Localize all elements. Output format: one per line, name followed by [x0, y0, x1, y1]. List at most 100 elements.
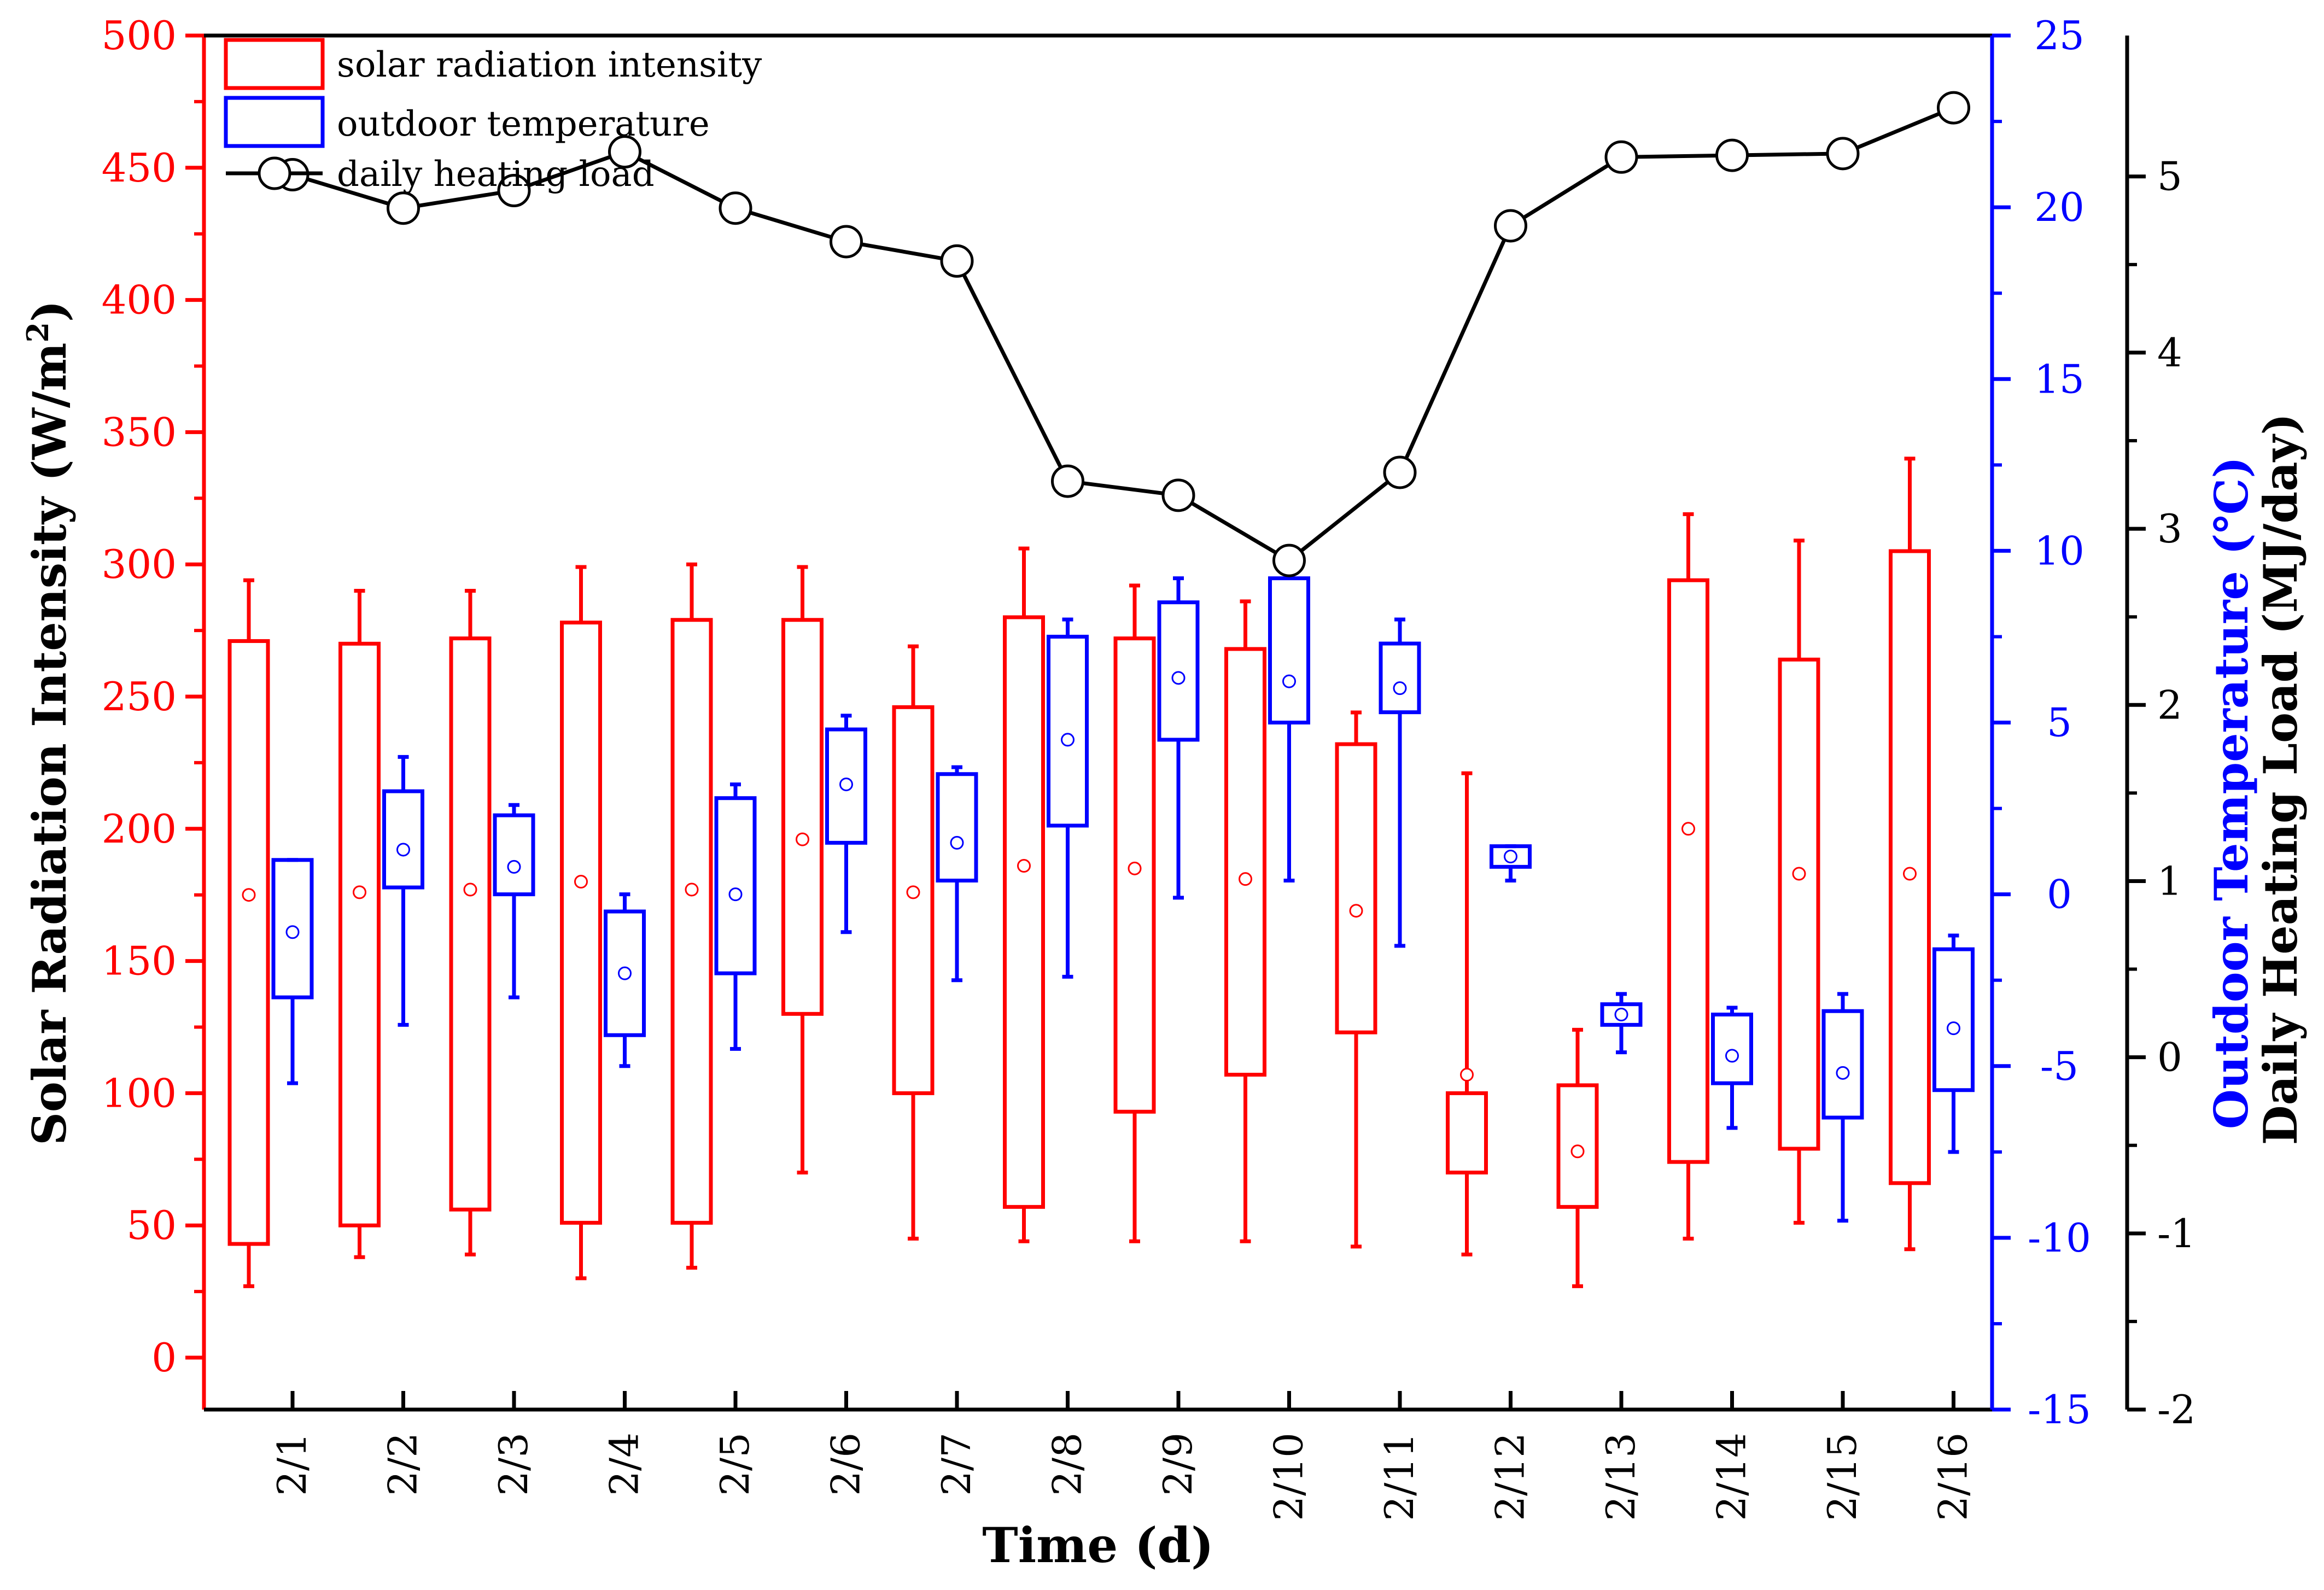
daily-heating-load-point	[497, 174, 531, 208]
temperature-box	[1379, 617, 1421, 948]
load-axis-tick-label: 4	[2157, 330, 2182, 376]
load-axis-ticks: -2 -1 0 1 2 3 4 5	[2127, 154, 2195, 1433]
temperature-iqr-box	[382, 789, 424, 890]
solar-iqr-box	[338, 641, 381, 1227]
solar-iqr-box	[1556, 1083, 1599, 1209]
temperature-iqr-box	[1268, 576, 1310, 724]
left-axis-tick-label: 100	[102, 1070, 177, 1116]
left-axis-tick-label: 350	[102, 409, 177, 455]
solar-mean-marker	[242, 888, 256, 902]
temperature-box	[1490, 844, 1532, 882]
daily-heating-load-point	[608, 135, 641, 169]
temperature-axis-tick-label: 10	[2034, 528, 2084, 574]
temperature-axis-tick-label: -10	[2028, 1215, 2091, 1261]
temperature-axis-ticks: -15 -10 -5 0 5 10 15 20 25	[1992, 13, 2091, 1433]
solar-box	[1556, 1027, 1599, 1288]
daily-heating-load-point	[1494, 209, 1527, 243]
solar-iqr-box	[892, 705, 935, 1095]
temperature-box	[1600, 992, 1643, 1055]
solar-mean-marker	[463, 882, 477, 897]
legend-solar-label: solar radiation intensity	[337, 45, 762, 85]
temperature-mean-marker	[839, 778, 853, 792]
left-axis-tick-label: 500	[102, 13, 177, 59]
solar-iqr-box	[449, 636, 492, 1212]
left-axis-tick-label: 0	[151, 1335, 177, 1381]
temperature-axis-tick-label: 20	[2034, 184, 2084, 230]
temperature-iqr-box	[1600, 1002, 1643, 1027]
temperature-mean-marker	[618, 966, 632, 980]
temperature-box	[382, 755, 424, 1027]
daily-heating-load-point	[387, 191, 420, 225]
solar-iqr-box	[227, 639, 270, 1246]
x-axis-tick-label: 2/3	[491, 1433, 536, 1496]
x-axis-tick-label: 2/4	[602, 1433, 647, 1496]
solar-mean-marker	[1792, 867, 1806, 881]
temperature-mean-marker	[1504, 850, 1517, 864]
temperature-box	[604, 892, 646, 1068]
temperature-box	[1157, 576, 1200, 900]
temperature-mean-marker	[1614, 1008, 1628, 1022]
daily-heating-load-point	[830, 225, 863, 259]
solar-mean-marker	[796, 832, 809, 846]
left-axis-tick-label: 250	[102, 674, 177, 720]
solar-box	[1003, 546, 1045, 1243]
solar-box	[227, 578, 270, 1288]
solar-box	[1446, 771, 1488, 1256]
solar-mean-marker	[1903, 867, 1917, 881]
solar-iqr-box	[1224, 647, 1266, 1077]
temperature-axis-tick-label: 0	[2047, 872, 2072, 917]
x-axis-tick-label: 2/8	[1044, 1433, 1090, 1496]
left-axis-title-close: )	[22, 300, 77, 322]
temperature-box	[936, 765, 978, 983]
temperature-box	[1711, 1006, 1753, 1130]
daily-heating-load-polyline	[291, 106, 1954, 563]
legend-solar-swatch	[224, 38, 325, 90]
legend-temperature-label: outdoor temperature	[337, 104, 710, 144]
temperature-box	[1047, 617, 1089, 979]
temperature-iqr-box	[936, 772, 978, 882]
temperature-mean-marker	[1725, 1049, 1739, 1063]
temperature-mean-marker	[1393, 681, 1407, 695]
solar-box	[670, 562, 713, 1270]
x-axis-tick-label: 2/6	[823, 1433, 869, 1496]
temperature-axis-title: Outdoor Temperature (℃)	[2204, 457, 2258, 1129]
temperature-iqr-box	[1821, 1009, 1864, 1120]
temperature-iqr-box	[714, 796, 757, 975]
x-axis-tick-label: 2/10	[1266, 1433, 1312, 1521]
daily-heating-load-point	[719, 191, 752, 225]
temperature-iqr-box	[493, 813, 535, 897]
solar-box	[1889, 457, 1931, 1252]
load-axis-tick-label: -2	[2157, 1387, 2195, 1433]
solar-mean-marker	[1681, 822, 1695, 836]
temperature-iqr-box	[1047, 634, 1089, 828]
temperature-mean-marker	[950, 835, 964, 850]
left-axis-title-main: Solar Radiation Intensity (W/m	[22, 343, 77, 1145]
temperature-iqr-box	[604, 909, 646, 1037]
temperature-iqr-box	[1490, 844, 1532, 869]
solar-mean-marker	[906, 885, 920, 899]
solar-box	[560, 565, 602, 1281]
left-axis-title: Solar Radiation Intensity (W/m2)	[20, 300, 77, 1145]
solar-box	[1667, 512, 1709, 1241]
temperature-iqr-box	[1932, 947, 1975, 1092]
load-axis-title: Daily Heating Load (MJ/day)	[2253, 413, 2308, 1145]
temperature-axis-tick-label: -5	[2040, 1043, 2078, 1089]
daily-heating-load-point	[1051, 464, 1084, 498]
solar-iqr-box	[1778, 657, 1820, 1151]
x-axis-tick-label: 2/12	[1487, 1433, 1533, 1521]
plot-frame	[202, 33, 2129, 1412]
temperature-mean-marker	[1282, 674, 1296, 688]
solar-box	[338, 589, 381, 1259]
temperature-mean-marker	[285, 925, 300, 939]
daily-heating-load-point	[1604, 140, 1638, 174]
temperature-axis-tick-label: -15	[2028, 1387, 2091, 1433]
temperature-mean-marker	[1947, 1021, 1960, 1036]
left-axis-tick-label: 300	[102, 541, 177, 587]
solar-box	[1113, 583, 1156, 1243]
solar-iqr-box	[560, 621, 602, 1225]
solar-mean-marker	[1349, 904, 1363, 918]
daily-heating-load-point	[1161, 478, 1195, 512]
temperature-mean-marker	[1836, 1066, 1850, 1080]
temperature-axis-tick-label: 25	[2034, 13, 2084, 59]
